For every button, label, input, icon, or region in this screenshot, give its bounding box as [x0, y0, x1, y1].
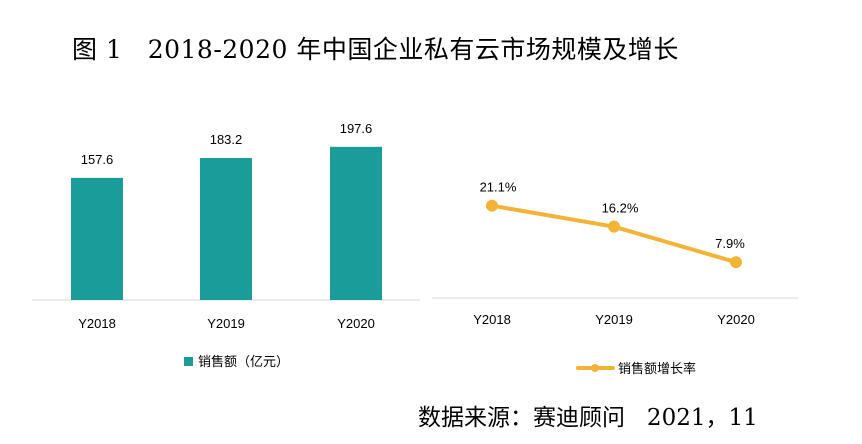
bar-legend-swatch: [184, 357, 193, 366]
line-point: [730, 256, 742, 269]
bar-x-tick-label: Y2019: [207, 316, 245, 331]
line-point: [608, 220, 620, 233]
line-x-tick-label: Y2018: [473, 312, 511, 327]
bar-x-tick-label: Y2018: [78, 316, 116, 331]
line-x-tick-label: Y2020: [717, 312, 755, 327]
line-legend-marker: [591, 364, 599, 372]
line-value-label: 7.9%: [715, 236, 745, 251]
source-note: 数据来源：赛迪顾问 2021，11: [418, 405, 758, 431]
line-value-label: 16.2%: [602, 201, 639, 216]
line-point: [486, 199, 498, 212]
figure-title: 图 1 2018-2020 年中国企业私有云市场规模及增长: [72, 35, 679, 64]
bar-value-label: 197.6: [340, 121, 373, 136]
bar-value-label: 183.2: [210, 132, 243, 147]
bar: [71, 177, 123, 300]
bar-value-label: 157.6: [81, 152, 114, 167]
line-chart: 21.1% Y2018 16.2% Y2019 7.9% Y2020 销售额增长率: [432, 180, 798, 376]
line-legend-label: 销售额增长率: [618, 361, 696, 376]
bar-chart: 157.6 Y2018 183.2 Y2019 197.6 Y2020 销售额（亿元）: [32, 121, 420, 369]
line-value-label: 21.1%: [480, 180, 517, 195]
bar: [330, 146, 382, 300]
bar-legend-label: 销售额（亿元）: [198, 354, 289, 369]
bar: [200, 158, 252, 300]
bar-x-tick-label: Y2020: [337, 316, 375, 331]
line-x-tick-label: Y2019: [595, 312, 633, 327]
